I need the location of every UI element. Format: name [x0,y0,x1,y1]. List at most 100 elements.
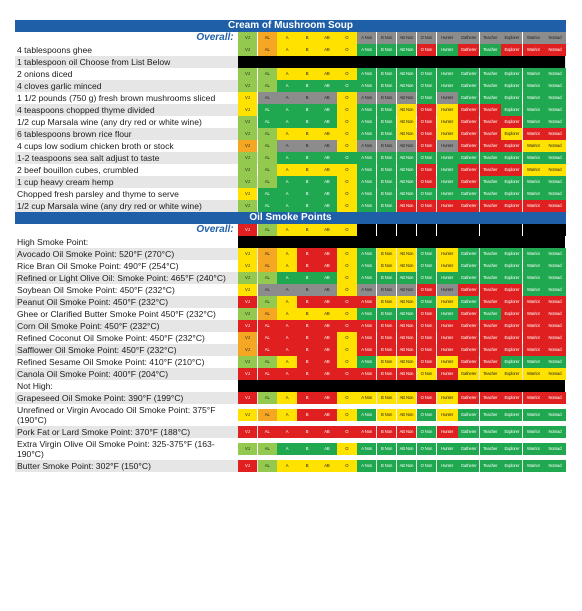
rating-cell-teacher: Teacher [479,459,501,472]
rating-cell-vj: VJ [237,116,258,128]
food-chart-sheet: Cream of Mushroom Soup Overall: VJ AL A B AB… [15,20,566,472]
rating-cell-a: A [277,188,297,200]
rating-cell-a-non: A Non [356,344,377,356]
rating-cell-ab-non: AB Non [396,308,417,320]
rating-cell-warrior: Warrior [522,459,545,472]
ingredient-list: 4 tablespoons ghee VJ AL A B AB O A Non B Non AB … [15,44,566,212]
rating-cell-o: O [337,128,357,140]
rating-cell-teacher: Teacher [479,260,501,272]
rating-cell-o: O [337,344,357,356]
rating-cell-a: A [277,442,297,455]
rating-cell-gatherer: Gatherer [458,368,480,380]
rating-cell-explorer: Explorer [501,32,523,44]
row-label: Avocado Oil Smoke Point: 520°F (270°C) [17,249,175,259]
rating-cell-ab: AB [317,152,337,164]
table-row: 1 cup heavy cream hemp VJ AL A B AB O A Non B No… [15,176,566,188]
rating-cell-b-non: B Non [376,408,397,421]
row-label: 1 tablespoon oil Choose from List Below [17,57,171,67]
rating-cells: VJ AL A B AB O A Non B Non AB Non O Non Hunter Gath… [237,438,566,460]
rating-cell-o-non: O Non [416,425,437,438]
rating-cell-b-non: B Non [376,459,397,472]
rating-cells: VJ AL A B AB O A Non B Non AB Non O Non Hunter Gath… [237,260,566,272]
rating-cell-ab: AB [317,116,337,128]
rating-cell-warrior: Warrior [522,140,545,152]
rating-cell-b: B [297,425,317,438]
rating-cell-gatherer: Gatherer [458,459,480,472]
row-label: 2 beef bouillon cubes, crumbled [17,165,139,175]
rating-cell-a-non: A Non [356,92,377,104]
rating-cell-hunter: Hunter [436,425,458,438]
rating-cell-a-non: A Non [356,152,377,164]
table-row: Safflower Oil Smoke Point: 450°F (232°C)… [15,344,566,356]
rating-cells: VJ AL A B AB O A Non B Non AB Non O Non Hunter Gath… [237,44,566,56]
row-label: Not High: [17,381,53,391]
rating-cell-hunter: Hunter [436,296,458,308]
rating-cell-ab-non: AB Non [396,332,417,344]
rating-cells: VJ AL A B AB O A Non B Non AB Non O Non Hunter Gath… [237,164,566,176]
rating-cell-ab: AB [317,164,337,176]
rating-cell-a-non: A Non [356,308,377,320]
rating-cell-warrior: Warrior [522,248,545,260]
rating-cell-ab: AB [317,200,337,212]
rating-cell-a-non: A Non [356,32,377,44]
rating-cell-a: A [277,80,297,92]
rating-cell-warrior: Warrior [522,188,545,200]
rating-cell-ab-non: AB Non [396,176,417,188]
rating-cell-hunter: Hunter [436,344,458,356]
rating-cell-ab-non: AB Non [396,284,417,296]
rating-cell-hunter: Hunter [436,320,458,332]
rating-cell-o: O [337,248,357,260]
rating-cell-teacher: Teacher [479,442,501,455]
rating-cell-explorer: Explorer [501,104,523,116]
rating-cell-gatherer: Gatherer [458,32,480,44]
rating-cell-b-non: B Non [376,332,397,344]
rating-cell-hunter: Hunter [436,368,458,380]
rating-cell-teacher: Teacher [479,248,501,260]
rating-cell-explorer: Explorer [501,296,523,308]
rating-cell-teacher: Teacher [479,104,501,116]
rating-cell-teacher: Teacher [479,152,501,164]
rating-cell-ab: AB [317,442,337,455]
rating-cell-a: A [277,44,297,56]
rating-cell-o-non: O Non [416,272,437,284]
rating-cell-vj: VJ [237,344,258,356]
rating-cell-nomad: Nomad [544,44,566,56]
rating-cell-b-non: B Non [376,425,397,438]
rating-cell-o-non: O Non [416,260,437,272]
rating-cell-a-non: A Non [356,408,377,421]
rating-cell-o-non: O Non [416,296,437,308]
rating-cell-ab-non: AB Non [396,408,417,421]
rating-cell-gatherer: Gatherer [458,332,480,344]
rating-cell-a: A [277,128,297,140]
rating-cell-ab-non: AB Non [396,32,417,44]
rating-cell-gatherer: Gatherer [458,164,480,176]
rating-cell-o: O [337,296,357,308]
rating-cell-al: AL [257,320,278,332]
rating-cell-al: AL [257,80,278,92]
rating-cell-ab: AB [317,368,337,380]
rating-cell-b: B [297,176,317,188]
rating-cell-o-non: O Non [416,344,437,356]
rating-cell-explorer: Explorer [501,200,523,212]
rating-cell-o: O [337,80,357,92]
rating-cell-o: O [337,425,357,438]
row-label: Chopped fresh parsley and thyme to serve [17,189,179,199]
rating-cell-ab: AB [317,140,337,152]
rating-cell-nomad: Nomad [544,356,566,368]
rating-cell-a: A [277,248,297,260]
rating-cell-a-non: A Non [356,188,377,200]
rating-cell-b-non: B Non [376,224,397,236]
rating-cell-hunter: Hunter [436,272,458,284]
rating-cell-b-non: B Non [376,284,397,296]
rating-cells: VJ AL A B AB O A Non B Non AB Non O Non Hunter Gath… [237,80,566,92]
table-row: Grapeseed Oil Smoke Point: 390°F (199°C)… [15,392,566,404]
rating-cell-teacher: Teacher [479,284,501,296]
row-label: Safflower Oil Smoke Point: 450°F (232°C) [17,345,177,355]
rating-cell-b: B [297,459,317,472]
rating-cell-teacher: Teacher [479,332,501,344]
rating-cell-vj: VJ [237,128,258,140]
rating-cell-teacher: Teacher [479,164,501,176]
rating-cell-ab-non: AB Non [396,260,417,272]
rating-cell-vj: VJ [237,32,258,44]
row-label: Refined Sesame Oil Smoke Point: 410°F (2… [17,357,205,367]
